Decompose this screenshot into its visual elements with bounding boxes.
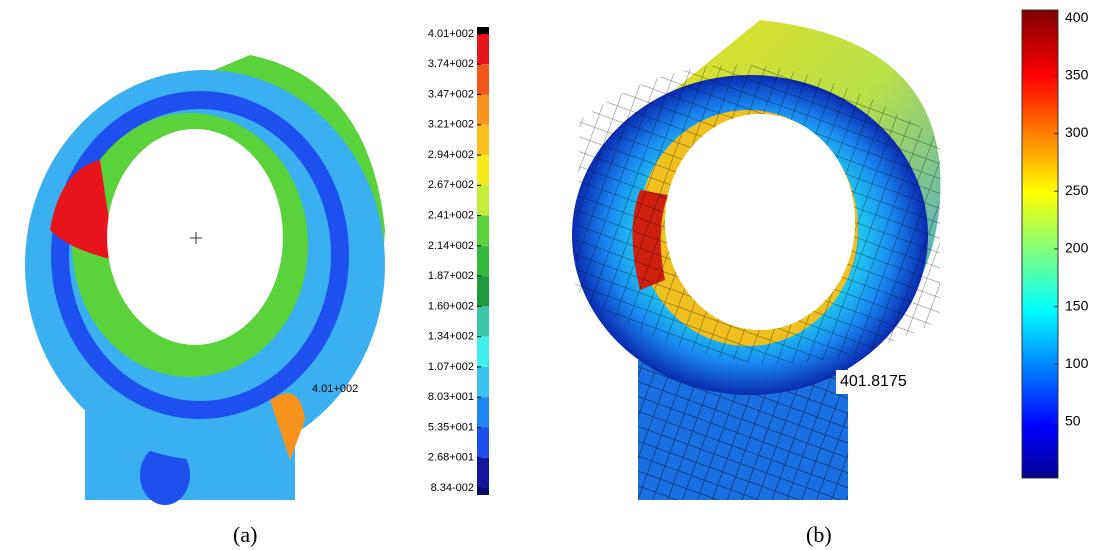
tick-label: 8.03+001	[428, 391, 474, 403]
colorbar-segment	[477, 276, 489, 306]
colorbar-segment	[477, 488, 489, 495]
figure: 4.01+002 4.01+002 3.74+002 3.47+002 3.21+00…	[0, 0, 1099, 550]
tick-label: 2.14+002	[428, 240, 474, 252]
colorbar-segment	[477, 64, 489, 94]
tick-label: 5.35+001	[428, 421, 474, 433]
tick-label: 2.67+002	[428, 179, 474, 191]
colorbar-segment	[477, 246, 489, 276]
tick-label: 50	[1065, 413, 1081, 429]
tick-label: 200	[1065, 240, 1089, 256]
tick-label: 8.34-002	[431, 482, 474, 494]
colorbar-segment	[477, 155, 489, 185]
tick-label: 2.94+002	[428, 149, 474, 161]
tick-label: 400	[1065, 9, 1089, 25]
caption: (b)	[806, 522, 832, 547]
tick-label: 1.87+002	[428, 270, 474, 282]
colorbar-a: 4.01+002 3.74+002 3.47+002 3.21+002 2.94+002…	[428, 27, 489, 495]
tick-label: 150	[1065, 297, 1089, 313]
colorbar-b	[1022, 10, 1058, 478]
colorbar-segment	[477, 95, 489, 125]
colorbar-segment	[477, 306, 489, 336]
colorbar-cap	[477, 27, 489, 34]
caption: (a)	[233, 522, 257, 547]
tick-label: 4.01+002	[428, 28, 474, 40]
tick-label: 350	[1065, 66, 1089, 82]
tick-label: 250	[1065, 182, 1089, 198]
tick-label: 1.07+002	[428, 361, 474, 373]
tick-label: 2.68+001	[428, 452, 474, 464]
annotation: 4.01+002	[312, 383, 358, 395]
colorbar-segment	[477, 185, 489, 215]
tick-label: 2.41+002	[428, 210, 474, 222]
colorbar-segment	[477, 125, 489, 155]
colorbar-segment	[477, 427, 489, 457]
tick-label: 1.34+002	[428, 331, 474, 343]
fea-model-b	[572, 20, 941, 500]
colorbar-segment	[477, 337, 489, 367]
tick-label: 1.60+002	[428, 300, 474, 312]
colorbar-segment	[477, 367, 489, 397]
tick-label: 3.47+002	[428, 88, 474, 100]
tick-label: 3.21+002	[428, 119, 474, 131]
colorbar-segment	[477, 458, 489, 488]
annotation: 401.8175	[840, 373, 907, 390]
colorbar-segment	[477, 216, 489, 246]
tick-label: 300	[1065, 124, 1089, 140]
colorbar-segment	[477, 34, 489, 64]
fea-model-a	[25, 55, 385, 505]
tick-label: 100	[1065, 355, 1089, 371]
colorbar-b-ticks: 50 100 150 200 250 300 350 400	[1054, 9, 1089, 429]
tick-label: 3.74+002	[428, 58, 474, 70]
colorbar-segment	[477, 397, 489, 427]
